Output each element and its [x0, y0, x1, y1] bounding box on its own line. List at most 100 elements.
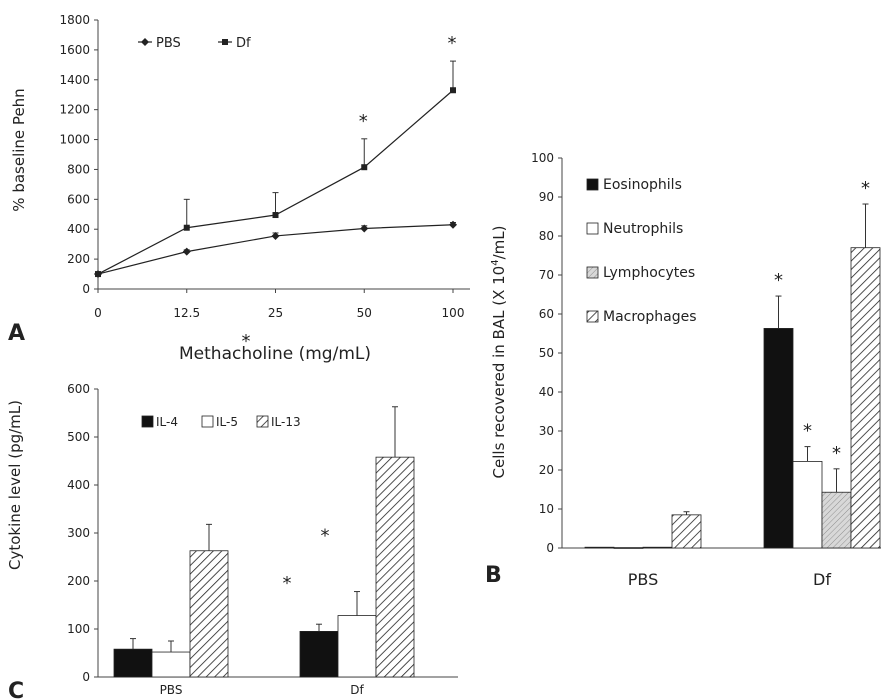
- panel-b-y-tick-label: 70: [539, 268, 554, 282]
- panel-b-ylabel: Cells recovered in BAL (X 104/mL): [490, 226, 508, 479]
- panel-c-ylabel: Cytokine level (pg/mL): [6, 400, 24, 570]
- panel-a-x-tick-label: 50: [357, 306, 372, 320]
- panel-c-bar: [151, 651, 191, 678]
- panel-a-x-tick-label: 0: [94, 306, 102, 320]
- panel-a-point: [360, 224, 369, 233]
- panel-a-y-tick-label: 800: [67, 162, 90, 176]
- panel-c-y-tick-label: 300: [67, 526, 90, 540]
- panel-a-xlabel: Methacholine (mg/mL): [179, 344, 371, 364]
- panel-b-bar: [821, 491, 852, 549]
- panel-b-significance: *: [861, 178, 870, 199]
- panel-a-y-tick-label: 1200: [59, 103, 90, 117]
- panel-b-y-tick-label: 40: [539, 385, 554, 399]
- panel-c-x-tick-label: Df: [350, 683, 364, 697]
- panel-b-legend-swatch: [586, 266, 599, 279]
- panel-b-y-tick-label: 80: [539, 229, 554, 243]
- panel-a-point: [450, 87, 456, 94]
- panel-a-series-line: [97, 89, 454, 275]
- panel-a-significance: *: [359, 111, 368, 132]
- panel-a-legend-marker: [141, 38, 149, 46]
- panel-c-y-tick-label: 600: [67, 382, 90, 396]
- panel-b-ylabel-sup: 4: [490, 259, 501, 265]
- panel-a-x-tick-label: 25: [268, 306, 283, 320]
- panel-c-legend-label: IL-5: [216, 415, 238, 429]
- panel-c-y-tick-label: 500: [67, 430, 90, 444]
- panel-a-point: [449, 220, 457, 229]
- panel-b-bar: [642, 546, 673, 549]
- panel-c-bar: [375, 456, 415, 678]
- panel-c-significance: *: [242, 331, 251, 352]
- panel-a-x-tick-label: 12.5: [173, 306, 200, 320]
- panel-b-y-tick-label: 50: [539, 346, 554, 360]
- panel-a-point: [271, 231, 280, 240]
- panel-b-chart: 0 10 20 30 40 50 60 70 80 90 100 PBS Df Eosinophils Ne…: [531, 151, 881, 589]
- panel-a-y-tick-label: 1600: [59, 43, 90, 57]
- panel-c-bar: [113, 648, 153, 678]
- panel-b-legend-swatch: [586, 178, 599, 191]
- panel-c-y-tick-label: 200: [67, 574, 90, 588]
- panel-b-y-tick-label: 90: [539, 190, 554, 204]
- panel-b-legend-label: Neutrophils: [603, 221, 683, 237]
- panel-a-y-tick-label: 0: [82, 282, 90, 296]
- panel-b-bar: [763, 328, 794, 549]
- panel-b-y-tick-label: 30: [539, 424, 554, 438]
- panel-b-significance: *: [774, 270, 783, 291]
- panel-a-y-tick-label: 600: [67, 192, 90, 206]
- panel-a-legend-label: PBS: [156, 36, 181, 51]
- panel-c-chart: 0 100 200 300 400 500 600 PBS Df IL-4 IL-5 IL-13 * * *: [67, 331, 458, 697]
- panel-a-y-tick-label: 1000: [59, 133, 90, 147]
- panel-a-y-tick-label: 200: [67, 252, 90, 266]
- panel-b-legend-label: Lymphocytes: [603, 265, 695, 281]
- panel-b-bar: [613, 547, 644, 549]
- panel-b-significance: *: [803, 421, 812, 442]
- panel-a-ylabel: % baseline Pehn: [10, 88, 28, 211]
- panel-a-point: [183, 224, 190, 231]
- panel-c-y-tick-label: 0: [82, 670, 90, 684]
- panel-b-legend-swatch: [586, 310, 599, 323]
- panel-b-ylabel-suffix: /mL): [490, 226, 508, 260]
- panel-letter-b: B: [485, 563, 502, 588]
- panel-a-y-tick-label: 1800: [59, 13, 90, 27]
- panel-b-y-tick-label: 20: [539, 463, 554, 477]
- panel-a-point: [361, 164, 368, 171]
- panel-a-point: [95, 271, 101, 278]
- panel-c-y-tick-label: 400: [67, 478, 90, 492]
- panel-a-point: [182, 247, 191, 256]
- panel-c-legend-label: IL-13: [271, 415, 301, 429]
- panel-b-y-tick-label: 10: [539, 502, 554, 516]
- panel-b-bar: [671, 514, 702, 549]
- panel-b-significance: *: [832, 443, 841, 464]
- panel-c-bar: [189, 550, 229, 678]
- panel-letter-c: C: [8, 679, 24, 700]
- panel-c-legend-swatch: [256, 415, 269, 428]
- panel-b-x-tick-label: Df: [813, 570, 831, 589]
- panel-c-y-tick-label: 100: [67, 622, 90, 636]
- panel-c-legend-swatch: [201, 415, 214, 428]
- panel-b-bar: [584, 546, 615, 549]
- panel-b-legend-swatch: [586, 222, 599, 235]
- panel-a-legend-marker: [222, 39, 228, 45]
- panel-a-y-tick-label: 400: [67, 222, 90, 236]
- panel-b-bar: [792, 461, 823, 549]
- panel-b-legend-label: Eosinophils: [603, 177, 682, 193]
- panel-a-x-tick-label: 100: [442, 306, 465, 320]
- panel-a-significance: *: [448, 33, 457, 54]
- panel-c-bar: [337, 615, 377, 678]
- panel-c-legend-label: IL-4: [156, 415, 178, 429]
- panel-c-legend-swatch: [141, 415, 154, 428]
- panel-b-ylabel-main: Cells recovered in BAL (X 10: [490, 266, 508, 479]
- panel-letter-a: A: [8, 321, 25, 346]
- panel-b-bar: [850, 247, 881, 549]
- panel-c-x-tick-label: PBS: [160, 683, 183, 697]
- panel-c-significance: *: [283, 573, 292, 594]
- panel-c-significance: *: [321, 526, 330, 547]
- panel-a-legend-label: Df: [236, 36, 251, 51]
- panel-a-y-tick-label: 1400: [59, 73, 90, 87]
- panel-b-y-tick-label: 0: [546, 541, 554, 555]
- panel-b-legend-label: Macrophages: [603, 309, 697, 325]
- panel-b-y-tick-label: 100: [531, 151, 554, 165]
- panel-b-y-tick-label: 60: [539, 307, 554, 321]
- panel-b-x-tick-label: PBS: [628, 570, 659, 589]
- panel-a-point: [272, 212, 279, 219]
